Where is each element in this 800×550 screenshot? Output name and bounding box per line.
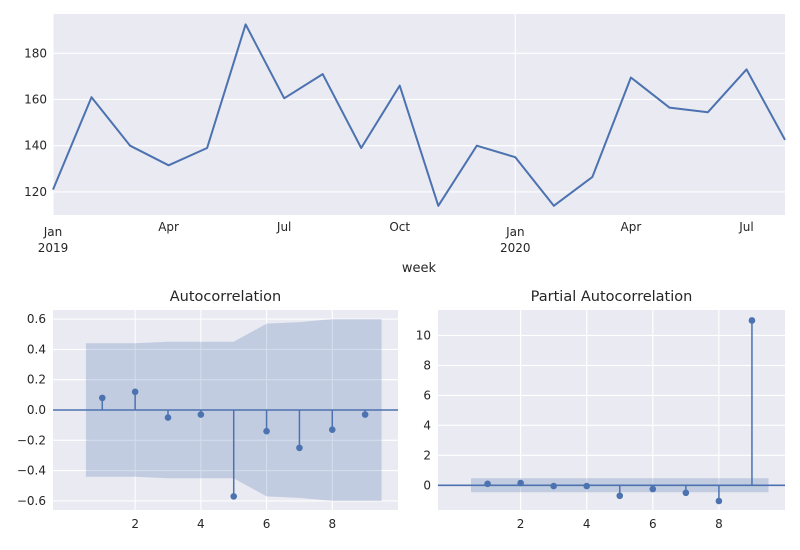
time-series-tick-labels: 120 140 160 180 Jan 2019 Apr Jul Oct Jan 2020 Apr Ju… [24, 46, 754, 255]
acf-stem-marker [296, 444, 303, 452]
y-tick-label: 140 [24, 139, 47, 153]
pacf-stem-marker [715, 497, 723, 505]
x-tick-label: Jul [276, 220, 291, 234]
pacf-x-tick-label: 4 [583, 517, 591, 531]
time-series-panel: 120 140 160 180 Jan 2019 Apr Jul Oct Jan 2020 Apr Ju… [24, 14, 786, 276]
pacf-tick-labels: 10 8 6 4 2 0 2 4 6 8 [416, 328, 723, 531]
pacf-stem-marker [517, 479, 524, 487]
acf-stem-marker [197, 411, 205, 418]
time-series-grid [52, 14, 785, 215]
time-series-x-axis-label: week [402, 261, 437, 276]
pacf-stems [484, 317, 756, 505]
x-tick-label: Jul [738, 220, 753, 234]
pacf-stem-marker [616, 492, 624, 500]
x-tick-label: Jan [43, 225, 63, 239]
pacf-x-tick-label: 6 [649, 517, 657, 531]
y-tick-label: 180 [24, 46, 47, 60]
y-tick-label: 120 [24, 185, 47, 199]
acf-x-tick-label: 4 [197, 517, 205, 531]
acf-stem-marker [230, 493, 238, 500]
pacf-y-tick-label: 2 [423, 448, 431, 462]
acf-y-tick-label: −0.2 [17, 433, 46, 447]
acf-stem-marker [263, 427, 270, 435]
pacf-x-tick-label: 2 [517, 517, 525, 531]
acf-y-tick-label: −0.6 [17, 494, 46, 508]
time-series-plot-area [53, 14, 785, 215]
pacf-y-tick-label: 10 [416, 328, 431, 342]
acf-y-tick-label: 0.0 [27, 403, 46, 417]
acf-tick-labels: 0.6 0.4 0.2 0.0 −0.2 −0.4 −0.6 2 4 6 8 [17, 312, 336, 531]
acf-stem-marker [361, 411, 369, 418]
x-tick-year-label: 2020 [500, 241, 531, 255]
pacf-stem-marker [748, 317, 756, 324]
pacf-stem-marker [550, 482, 557, 490]
x-tick-label: Apr [158, 220, 179, 234]
time-series-line [52, 23, 786, 207]
x-tick-label: Oct [389, 220, 410, 234]
pacf-stem-marker [583, 482, 591, 490]
pacf-x-tick-label: 8 [715, 517, 723, 531]
pacf-y-tick-label: 8 [423, 358, 431, 372]
pacf-stem-marker [649, 485, 657, 493]
pacf-y-tick-label: 6 [423, 388, 431, 402]
acf-x-tick-label: 2 [131, 517, 139, 531]
acf-stems [98, 388, 369, 500]
acf-stem-marker [98, 394, 106, 402]
x-tick-label: Apr [621, 220, 642, 234]
y-tick-label: 160 [24, 92, 47, 106]
pacf-stem-marker [682, 489, 690, 497]
pacf-y-tick-label: 4 [423, 418, 431, 432]
pacf-y-tick-label: 0 [423, 478, 431, 492]
pacf-plot-area [438, 310, 785, 510]
pacf-panel: 10 8 6 4 2 0 2 4 6 8 Partial Autocorrelation [416, 289, 785, 531]
acf-y-tick-label: 0.2 [27, 373, 46, 387]
acf-panel: 0.6 0.4 0.2 0.0 −0.2 −0.4 −0.6 2 4 6 8 Autocorrela… [17, 289, 398, 531]
acf-stem-marker [164, 414, 172, 421]
acf-y-tick-label: −0.4 [17, 464, 46, 478]
acf-stem-marker [131, 388, 139, 396]
acf-y-tick-label: 0.6 [27, 312, 46, 326]
x-tick-year-label: 2019 [38, 241, 69, 255]
x-tick-label: Jan [505, 225, 525, 239]
acf-y-tick-label: 0.4 [27, 342, 46, 356]
acf-x-tick-label: 6 [263, 517, 271, 531]
pacf-stem-marker [484, 480, 491, 488]
acf-title: Autocorrelation [170, 289, 281, 305]
acf-stem-marker [328, 426, 336, 433]
pacf-title: Partial Autocorrelation [531, 289, 693, 305]
acf-x-tick-label: 8 [328, 517, 336, 531]
